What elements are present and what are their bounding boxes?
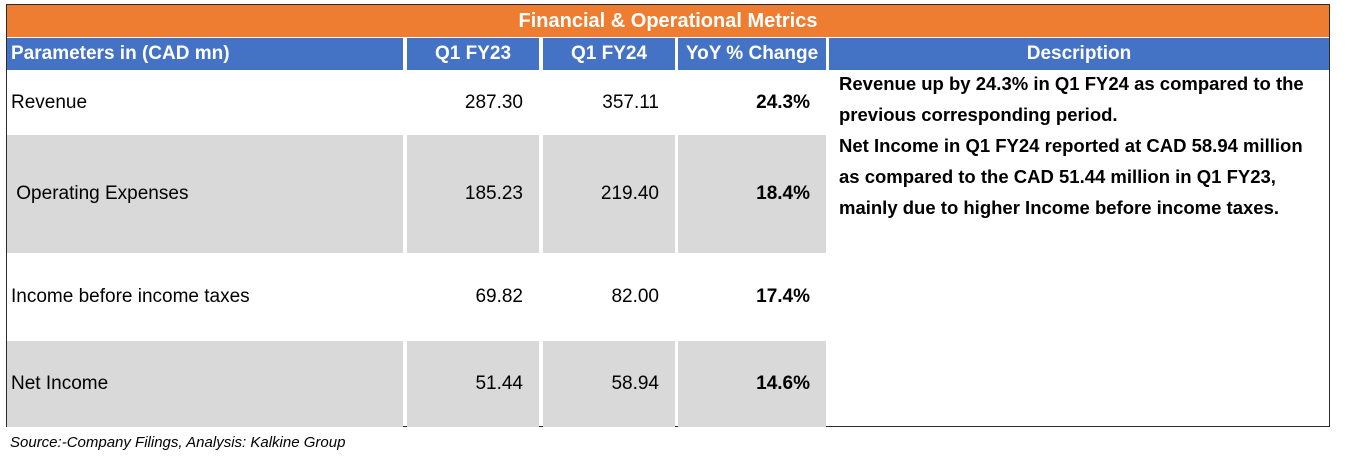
cell-yoy: 14.6% <box>678 341 826 427</box>
table-title: Financial & Operational Metrics <box>7 5 1329 37</box>
description-paragraph: Revenue up by 24.3% in Q1 FY24 as compar… <box>839 73 1304 125</box>
cell-q1fy23: 185.23 <box>407 135 539 253</box>
cell-q1fy24: 82.00 <box>611 286 659 307</box>
cell-yoy: 17.4% <box>756 286 810 307</box>
cell-yoy: 24.3% <box>756 92 810 113</box>
header-parameter: Parameters in (CAD mn) <box>7 38 403 70</box>
header-yoy-change: YoY % Change <box>678 38 826 70</box>
row-label: Income before income taxes <box>11 286 250 307</box>
cell-yoy: 18.4% <box>678 135 826 253</box>
cell-q1fy23: 69.82 <box>475 286 523 307</box>
cell-q1fy23: 287.30 <box>464 92 523 113</box>
header-q1fy23: Q1 FY23 <box>407 38 539 70</box>
cell-q1fy24: 58.94 <box>543 341 675 427</box>
row-label: Operating Expenses <box>7 135 403 253</box>
row-label: Net Income <box>7 341 403 427</box>
description-paragraph: Net Income in Q1 FY24 reported at CAD 58… <box>839 135 1303 218</box>
metrics-table: Financial & Operational Metrics Paramete… <box>6 4 1330 427</box>
source-note: Source:-Company Filings, Analysis: Kalki… <box>10 434 346 451</box>
cell-q1fy23: 51.44 <box>407 341 539 427</box>
row-label: Revenue <box>11 92 88 113</box>
header-description: Description <box>829 38 1329 70</box>
cell-q1fy24: 219.40 <box>543 135 675 253</box>
header-q1fy24: Q1 FY24 <box>543 38 675 70</box>
cell-q1fy24: 357.11 <box>602 92 659 113</box>
description-text: Revenue up by 24.3% in Q1 FY24 as compar… <box>839 68 1317 223</box>
